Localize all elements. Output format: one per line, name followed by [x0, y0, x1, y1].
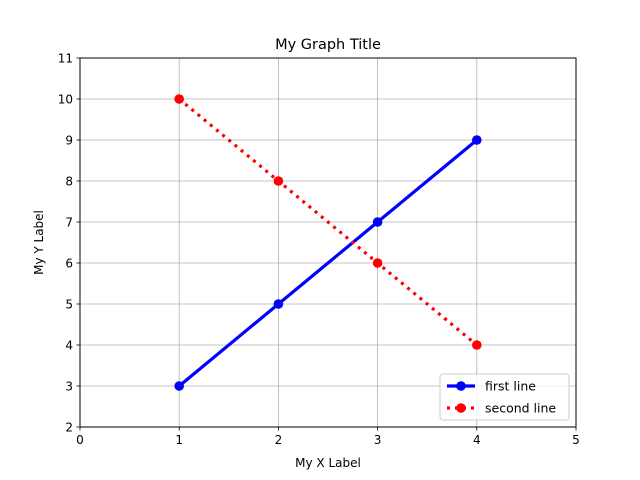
tick-layer: 0 1 2 3 4 5 2 3 4 5 6 7 8 9 10 11 [58, 51, 580, 447]
x-tick-label: 3 [374, 433, 382, 447]
data-point [273, 299, 284, 309]
y-tick-label: 7 [65, 215, 73, 229]
x-tick-label: 0 [76, 433, 84, 447]
x-axis-label: My X Label [295, 456, 361, 470]
y-tick-label: 9 [65, 133, 73, 147]
x-tick-label: 2 [275, 433, 283, 447]
y-tick-label: 6 [65, 256, 73, 270]
data-point [372, 258, 383, 268]
series-line [178, 138, 478, 388]
legend-marker [456, 403, 466, 413]
y-tick-label: 5 [65, 297, 73, 311]
x-tick-label: 1 [175, 433, 183, 447]
x-tick-label: 4 [473, 433, 481, 447]
series-layer [174, 94, 482, 391]
series-2 [174, 94, 482, 350]
data-point [174, 381, 184, 391]
legend-entry: second line [447, 401, 556, 416]
y-tick-label: 8 [65, 174, 73, 188]
series-line [178, 97, 478, 347]
x-tick-label: 5 [572, 433, 580, 447]
chart-title: My Graph Title [275, 37, 381, 53]
y-tick-label: 3 [65, 379, 73, 393]
series-1 [174, 135, 482, 391]
y-axis-label: My Y Label [32, 210, 46, 275]
legend-entry: first line [447, 379, 536, 394]
plot-frame [79, 57, 577, 428]
legend-marker [456, 381, 466, 391]
data-point [273, 176, 284, 186]
data-point [472, 340, 482, 350]
y-tick-label: 4 [65, 338, 73, 352]
legend-label: first line [485, 379, 536, 394]
legend: first line second line [439, 373, 570, 421]
grid-layer [79, 57, 577, 428]
y-tick-label: 2 [65, 420, 73, 434]
data-point [472, 135, 482, 145]
data-point [372, 217, 383, 227]
legend-label: second line [485, 401, 556, 416]
data-point [174, 94, 184, 104]
y-tick-label: 11 [58, 51, 73, 65]
y-tick-label: 10 [58, 92, 73, 106]
